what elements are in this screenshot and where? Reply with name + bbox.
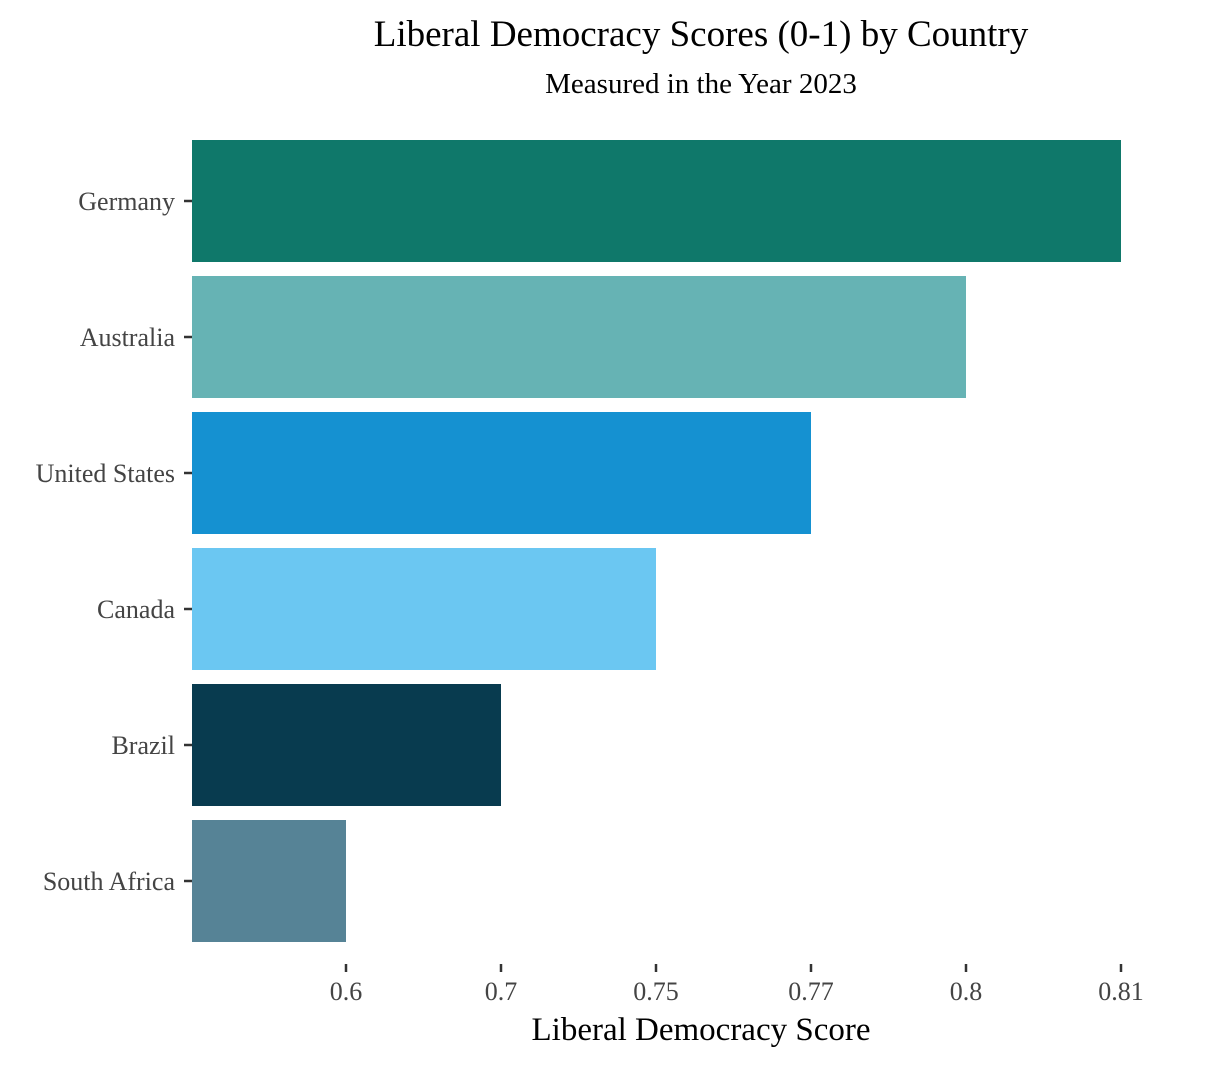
y-tick-label-germany: Germany bbox=[78, 187, 175, 216]
x-tick-label-0-77: 0.77 bbox=[788, 977, 834, 1006]
x-tick-label-0-75: 0.75 bbox=[633, 977, 679, 1006]
chart-title: Liberal Democracy Scores (0-1) by Countr… bbox=[374, 14, 1029, 55]
x-tick-label-0-7: 0.7 bbox=[485, 977, 518, 1006]
x-axis: 0.6 0.7 0.75 0.77 0.8 0.81 bbox=[330, 964, 1144, 1006]
bar-canada bbox=[192, 548, 656, 670]
bar-south-africa bbox=[192, 820, 346, 942]
y-tick-label-canada: Canada bbox=[97, 595, 175, 624]
bar-australia bbox=[192, 276, 966, 398]
bars-group bbox=[192, 140, 1121, 942]
y-tick-label-united-states: United States bbox=[36, 459, 175, 488]
bar-germany bbox=[192, 140, 1121, 262]
bar-brazil bbox=[192, 684, 501, 806]
bar-united-states bbox=[192, 412, 811, 534]
x-tick-label-0-6: 0.6 bbox=[330, 977, 363, 1006]
x-axis-title: Liberal Democracy Score bbox=[532, 1012, 871, 1048]
y-tick-label-south-africa: South Africa bbox=[43, 867, 176, 896]
y-tick-label-brazil: Brazil bbox=[111, 731, 175, 760]
chart-subtitle: Measured in the Year 2023 bbox=[545, 68, 857, 100]
x-tick-label-0-81: 0.81 bbox=[1098, 977, 1144, 1006]
y-axis: Germany Australia United States Canada Brazi… bbox=[36, 187, 192, 896]
x-tick-label-0-8: 0.8 bbox=[950, 977, 983, 1006]
y-tick-label-australia: Australia bbox=[80, 323, 176, 352]
